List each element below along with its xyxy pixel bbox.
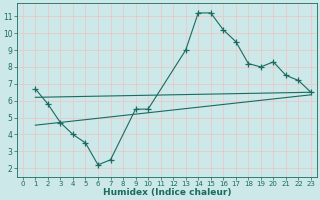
X-axis label: Humidex (Indice chaleur): Humidex (Indice chaleur) [103,188,231,197]
